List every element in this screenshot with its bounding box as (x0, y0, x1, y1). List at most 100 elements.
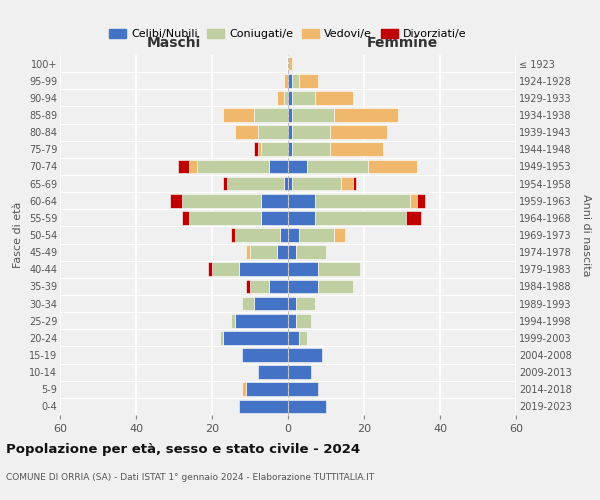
Bar (288, 194, 314, 207)
Bar (417, 194, 425, 207)
Bar (189, 211, 262, 224)
Legend: Celibi/Nubili, Coniugati/e, Vedovi/e, Divorziati/e: Celibi/Nubili, Coniugati/e, Vedovi/e, Di… (105, 24, 471, 44)
Bar (341, 176, 353, 190)
Bar (314, 211, 406, 224)
Bar (296, 296, 314, 310)
Bar (288, 142, 292, 156)
Bar (189, 160, 197, 173)
Bar (235, 314, 288, 328)
Bar (334, 228, 345, 242)
Bar (239, 400, 288, 413)
Bar (250, 280, 269, 293)
Bar (277, 246, 288, 259)
Bar (330, 126, 387, 139)
Bar (257, 366, 288, 379)
Bar (292, 142, 330, 156)
Bar (288, 56, 292, 70)
Bar (269, 280, 288, 293)
Bar (288, 262, 319, 276)
Bar (406, 211, 421, 224)
Bar (254, 108, 288, 122)
Bar (246, 246, 250, 259)
Bar (288, 314, 296, 328)
Bar (288, 246, 296, 259)
Bar (288, 280, 319, 293)
Bar (231, 228, 235, 242)
Bar (223, 176, 227, 190)
Bar (334, 108, 398, 122)
Bar (288, 126, 292, 139)
Bar (284, 74, 288, 88)
Bar (288, 108, 292, 122)
Text: COMUNE DI ORRIA (SA) - Dati ISTAT 1° gennaio 2024 - Elaborazione TUTTITALIA.IT: COMUNE DI ORRIA (SA) - Dati ISTAT 1° gen… (6, 472, 374, 482)
Text: Popolazione per età, sesso e stato civile - 2024: Popolazione per età, sesso e stato civil… (6, 442, 360, 456)
Bar (319, 280, 353, 293)
Bar (284, 176, 288, 190)
Bar (292, 74, 299, 88)
Bar (257, 126, 288, 139)
Bar (299, 228, 334, 242)
Bar (231, 314, 235, 328)
Bar (288, 331, 299, 344)
Bar (239, 262, 288, 276)
Bar (299, 74, 319, 88)
Bar (292, 108, 334, 122)
Bar (262, 194, 288, 207)
Bar (170, 194, 182, 207)
Bar (246, 280, 250, 293)
Bar (292, 126, 330, 139)
Bar (223, 331, 288, 344)
Bar (242, 296, 254, 310)
Bar (288, 348, 322, 362)
Bar (242, 382, 246, 396)
Bar (330, 142, 383, 156)
Bar (220, 331, 223, 344)
Bar (246, 382, 288, 396)
Bar (368, 160, 417, 173)
Bar (292, 91, 314, 104)
Bar (353, 176, 356, 190)
Bar (280, 228, 288, 242)
Bar (284, 91, 288, 104)
Bar (314, 194, 410, 207)
Bar (269, 160, 288, 173)
Bar (296, 314, 311, 328)
Bar (223, 108, 254, 122)
Bar (288, 160, 307, 173)
Bar (208, 262, 212, 276)
Bar (227, 176, 284, 190)
Text: Femmine: Femmine (367, 36, 437, 50)
Bar (288, 366, 311, 379)
Bar (182, 194, 262, 207)
Bar (288, 211, 314, 224)
Bar (254, 296, 288, 310)
Bar (235, 228, 280, 242)
Bar (314, 91, 353, 104)
Bar (410, 194, 417, 207)
Bar (288, 176, 292, 190)
Y-axis label: Anni di nascita: Anni di nascita (581, 194, 591, 276)
Text: Maschi: Maschi (147, 36, 201, 50)
Bar (254, 142, 257, 156)
Bar (277, 91, 284, 104)
Bar (212, 262, 239, 276)
Bar (288, 382, 319, 396)
Bar (296, 246, 326, 259)
Bar (288, 74, 292, 88)
Bar (235, 126, 257, 139)
Bar (197, 160, 269, 173)
Bar (262, 211, 288, 224)
Bar (288, 296, 296, 310)
Y-axis label: Fasce di età: Fasce di età (13, 202, 23, 268)
Bar (257, 142, 262, 156)
Bar (178, 160, 189, 173)
Bar (319, 262, 360, 276)
Bar (288, 91, 292, 104)
Bar (288, 228, 299, 242)
Bar (299, 331, 307, 344)
Bar (288, 400, 326, 413)
Bar (292, 176, 341, 190)
Bar (307, 160, 368, 173)
Bar (242, 348, 288, 362)
Bar (182, 211, 189, 224)
